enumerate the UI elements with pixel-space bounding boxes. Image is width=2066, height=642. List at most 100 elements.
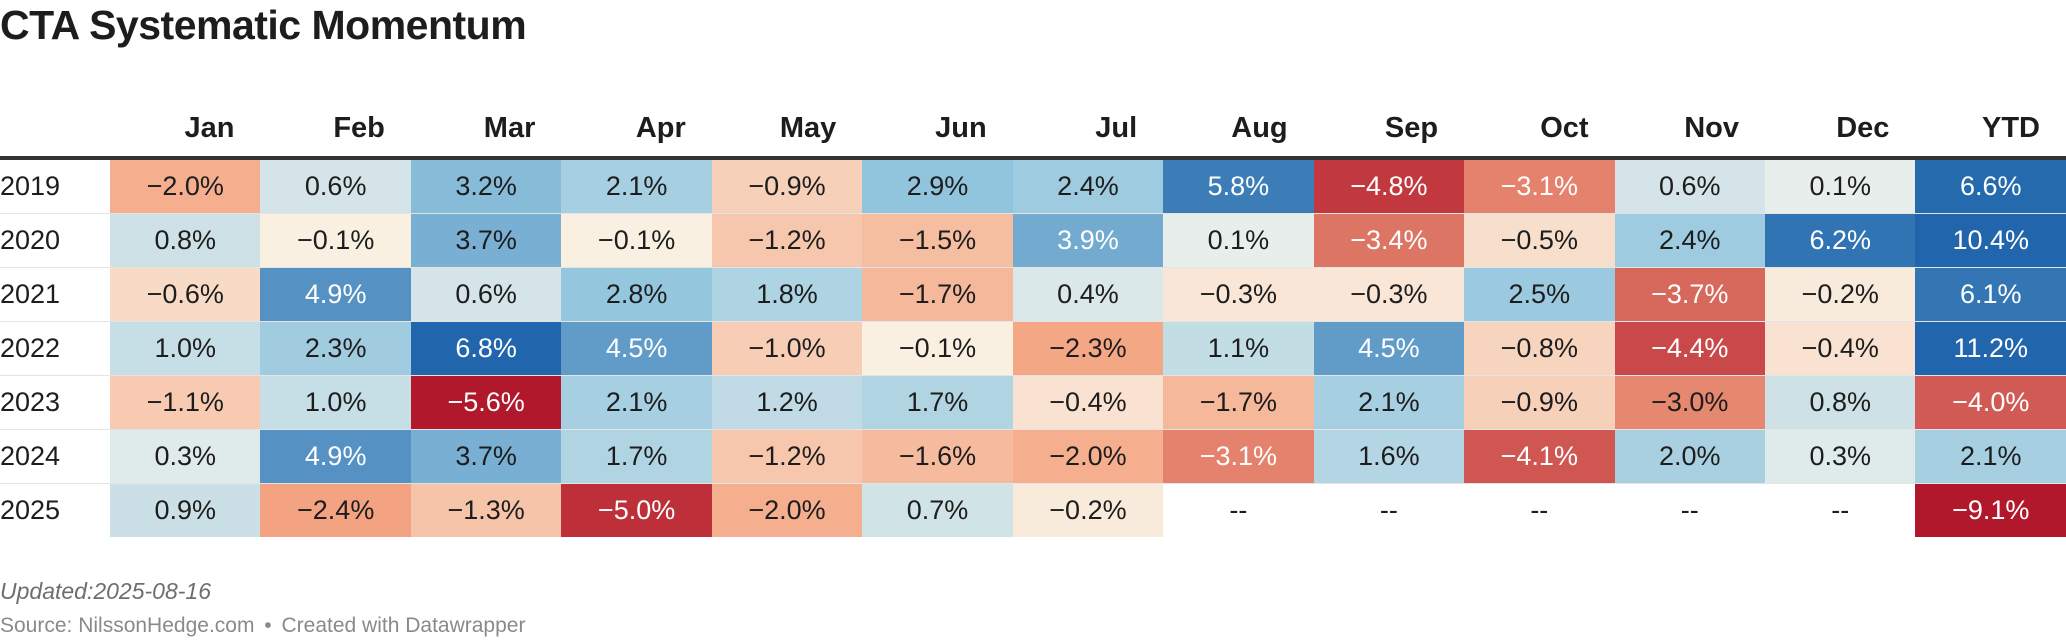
heatmap-cell: 3.9% (1012, 213, 1164, 268)
heatmap-cell: -- (1530, 495, 1549, 525)
heatmap-cell: −3.0% (1614, 375, 1765, 430)
heatmap-cell: 1.0% (260, 375, 411, 430)
table-row: 2019 −2.0% 0.6% 3.2% 2.1% −0.9% 2.9% 2.4% 5.8% −4… (0, 158, 2066, 214)
heatmap-cell: 2.8% (561, 267, 712, 322)
heatmap-cell: 4.5% (561, 321, 712, 376)
heatmap-cell: 0.7% (862, 483, 1013, 537)
heatmap-cell: 6.8% (410, 321, 562, 376)
heatmap-cell: −9.1% (1915, 483, 2066, 537)
heatmap-cell: −1.2% (711, 213, 863, 268)
heatmap-cell: −5.0% (561, 483, 712, 537)
heatmap-cell: −2.4% (260, 483, 411, 537)
row-year-label: 2021 (0, 267, 110, 322)
heatmap-cell: 0.4% (1012, 267, 1164, 322)
heatmap-cell: 0.1% (1163, 213, 1314, 268)
row-year-label: 2019 (0, 158, 110, 214)
heatmap-cell: −1.1% (110, 375, 261, 430)
heatmap-cell: −4.8% (1313, 158, 1465, 214)
heatmap-cell: 2.9% (862, 158, 1013, 214)
heatmap-cell: 2.3% (260, 321, 411, 376)
table-row: 2024 0.3% 4.9% 3.7% 1.7% −1.2% −1.6% −2.0% −3.1%… (0, 429, 2066, 484)
heatmap-cell: −3.7% (1614, 267, 1765, 322)
heatmap-cell: −3.1% (1464, 158, 1615, 214)
row-year-label: 2024 (0, 429, 110, 484)
header-row: Jan Feb Mar Apr May Jun Jul Aug Sep Oct Nov Dec YTD (0, 100, 2066, 160)
heatmap-cell: −1.7% (862, 267, 1013, 322)
heatmap-cell: −0.9% (711, 158, 863, 214)
heatmap-cell: 1.0% (110, 321, 261, 376)
heatmap-cell: 4.9% (260, 267, 411, 322)
heatmap-cell: 0.8% (1764, 375, 1916, 430)
heatmap-cell: 2.1% (561, 158, 712, 214)
column-header-oct: Oct (1464, 100, 1615, 160)
heatmap-cell: 0.8% (110, 213, 261, 268)
heatmap-cell: −0.9% (1464, 375, 1615, 430)
heatmap-cell: 2.1% (1313, 375, 1465, 430)
heatmap-cell: −2.0% (711, 483, 863, 537)
heatmap-cell: −1.7% (1163, 375, 1314, 430)
heatmap-cell: 6.6% (1915, 158, 2066, 214)
heatmap-cell: 2.5% (1464, 267, 1615, 322)
heatmap-cell: 2.1% (1915, 429, 2066, 484)
heatmap-cell: 2.4% (1614, 213, 1765, 268)
heatmap-cell: 5.8% (1163, 158, 1314, 214)
heatmap-cell: −1.3% (410, 483, 562, 537)
heatmap-cell: −0.3% (1163, 267, 1314, 322)
heatmap-cell: 2.1% (561, 375, 712, 430)
heatmap-cell: −1.2% (711, 429, 863, 484)
heatmap-cell: −1.6% (862, 429, 1013, 484)
column-header-apr: Apr (561, 100, 712, 160)
heatmap-cell: 10.4% (1915, 213, 2066, 268)
heatmap-cell: −0.4% (1012, 375, 1164, 430)
column-header-jan: Jan (110, 100, 261, 160)
heatmap-cell: 1.6% (1313, 429, 1465, 484)
column-header-nov: Nov (1614, 100, 1765, 160)
heatmap-cell: −0.4% (1764, 321, 1916, 376)
column-header-jul: Jul (1012, 100, 1164, 160)
heatmap-cell: 0.6% (1614, 158, 1765, 214)
heatmap-cell: -- (1680, 495, 1699, 525)
heatmap-cell: −0.8% (1464, 321, 1615, 376)
heatmap-cell: 0.9% (110, 483, 261, 537)
table-row: 2025 0.9% −2.4% −1.3% −5.0% −2.0% 0.7% −0.2% -- -… (0, 483, 2066, 537)
heatmap-cell: 1.1% (1163, 321, 1314, 376)
heatmap-cell: 2.4% (1012, 158, 1164, 214)
chart-title: CTA Systematic Momentum (0, 2, 527, 48)
heatmap-cell: -- (1229, 495, 1248, 525)
heatmap-cell: 3.7% (410, 429, 562, 484)
heatmap-cell: 0.3% (1764, 429, 1916, 484)
heatmap-cell: 0.6% (260, 158, 411, 214)
row-year-label: 2023 (0, 375, 110, 430)
heatmap-cell: −3.1% (1163, 429, 1314, 484)
separator-dot: • (264, 614, 272, 637)
row-year-label: 2020 (0, 213, 110, 268)
column-header-mar: Mar (410, 100, 562, 160)
table-row: 2020 0.8% −0.1% 3.7% −0.1% −1.2% −1.5% 3.9% 0.1%… (0, 213, 2066, 268)
heatmap-cell: −0.2% (1012, 483, 1164, 537)
heatmap-cell: −0.1% (862, 321, 1013, 376)
heatmap-cell: 1.2% (711, 375, 863, 430)
row-year-label: 2025 (0, 495, 61, 525)
heatmap-table: Jan Feb Mar Apr May Jun Jul Aug Sep Oct Nov Dec YTD … (0, 100, 2066, 537)
heatmap-cell: 1.7% (561, 429, 712, 484)
column-header-aug: Aug (1163, 100, 1314, 160)
heatmap-cell: −1.5% (862, 213, 1013, 268)
heatmap-cell: −2.0% (110, 158, 261, 214)
heatmap-cell: 3.2% (410, 158, 562, 214)
table-row: 2022 1.0% 2.3% 6.8% 4.5% −1.0% −0.1% −2.3% 1.1% 4… (0, 321, 2066, 376)
heatmap-cell: -- (1831, 495, 1850, 525)
heatmap-cell: −4.4% (1614, 321, 1765, 376)
heatmap-cell: 0.1% (1764, 158, 1916, 214)
heatmap-cell: −0.6% (110, 267, 261, 322)
row-year-label: 2022 (0, 321, 110, 376)
heatmap-cell: 6.2% (1764, 213, 1916, 268)
table-row: 2021 −0.6% 4.9% 0.6% 2.8% 1.8% −1.7% 0.4% −0.3% −… (0, 267, 2066, 322)
heatmap-cell: −4.0% (1915, 375, 2066, 430)
heatmap-cell: −0.3% (1313, 267, 1465, 322)
heatmap-cell: 2.0% (1614, 429, 1765, 484)
source-credit: Source: NilssonHedge.com • Created with … (0, 614, 525, 638)
heatmap-cell: 11.2% (1915, 321, 2066, 376)
heatmap-cell: −3.4% (1313, 213, 1465, 268)
heatmap-cell: −0.1% (260, 213, 411, 268)
column-header-dec: Dec (1764, 100, 1916, 160)
